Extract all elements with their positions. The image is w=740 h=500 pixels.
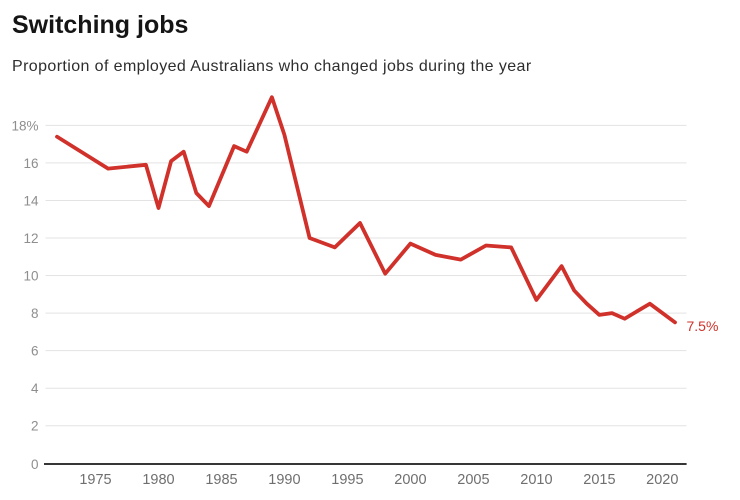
svg-text:Switching jobs: Switching jobs [12,11,188,39]
svg-text:4: 4 [31,381,39,396]
svg-text:2000: 2000 [394,472,426,488]
svg-text:2005: 2005 [457,472,489,488]
svg-text:2015: 2015 [583,472,615,488]
svg-text:7.5%: 7.5% [687,318,719,334]
svg-text:16: 16 [23,156,38,171]
svg-text:2020: 2020 [646,472,678,488]
svg-text:1975: 1975 [79,472,111,488]
svg-text:12: 12 [23,231,38,246]
svg-text:18%: 18% [11,118,38,133]
svg-text:Proportion of employed Austral: Proportion of employed Australians who c… [12,58,532,75]
svg-text:1980: 1980 [142,472,174,488]
svg-text:1990: 1990 [268,472,300,488]
svg-text:2010: 2010 [520,472,552,488]
svg-text:1995: 1995 [331,472,363,488]
svg-text:6: 6 [31,344,39,359]
svg-text:1985: 1985 [205,472,237,488]
svg-text:8: 8 [31,306,39,321]
svg-text:0: 0 [31,457,39,472]
svg-text:10: 10 [23,268,38,283]
svg-text:2: 2 [31,419,39,434]
svg-text:14: 14 [23,193,39,208]
